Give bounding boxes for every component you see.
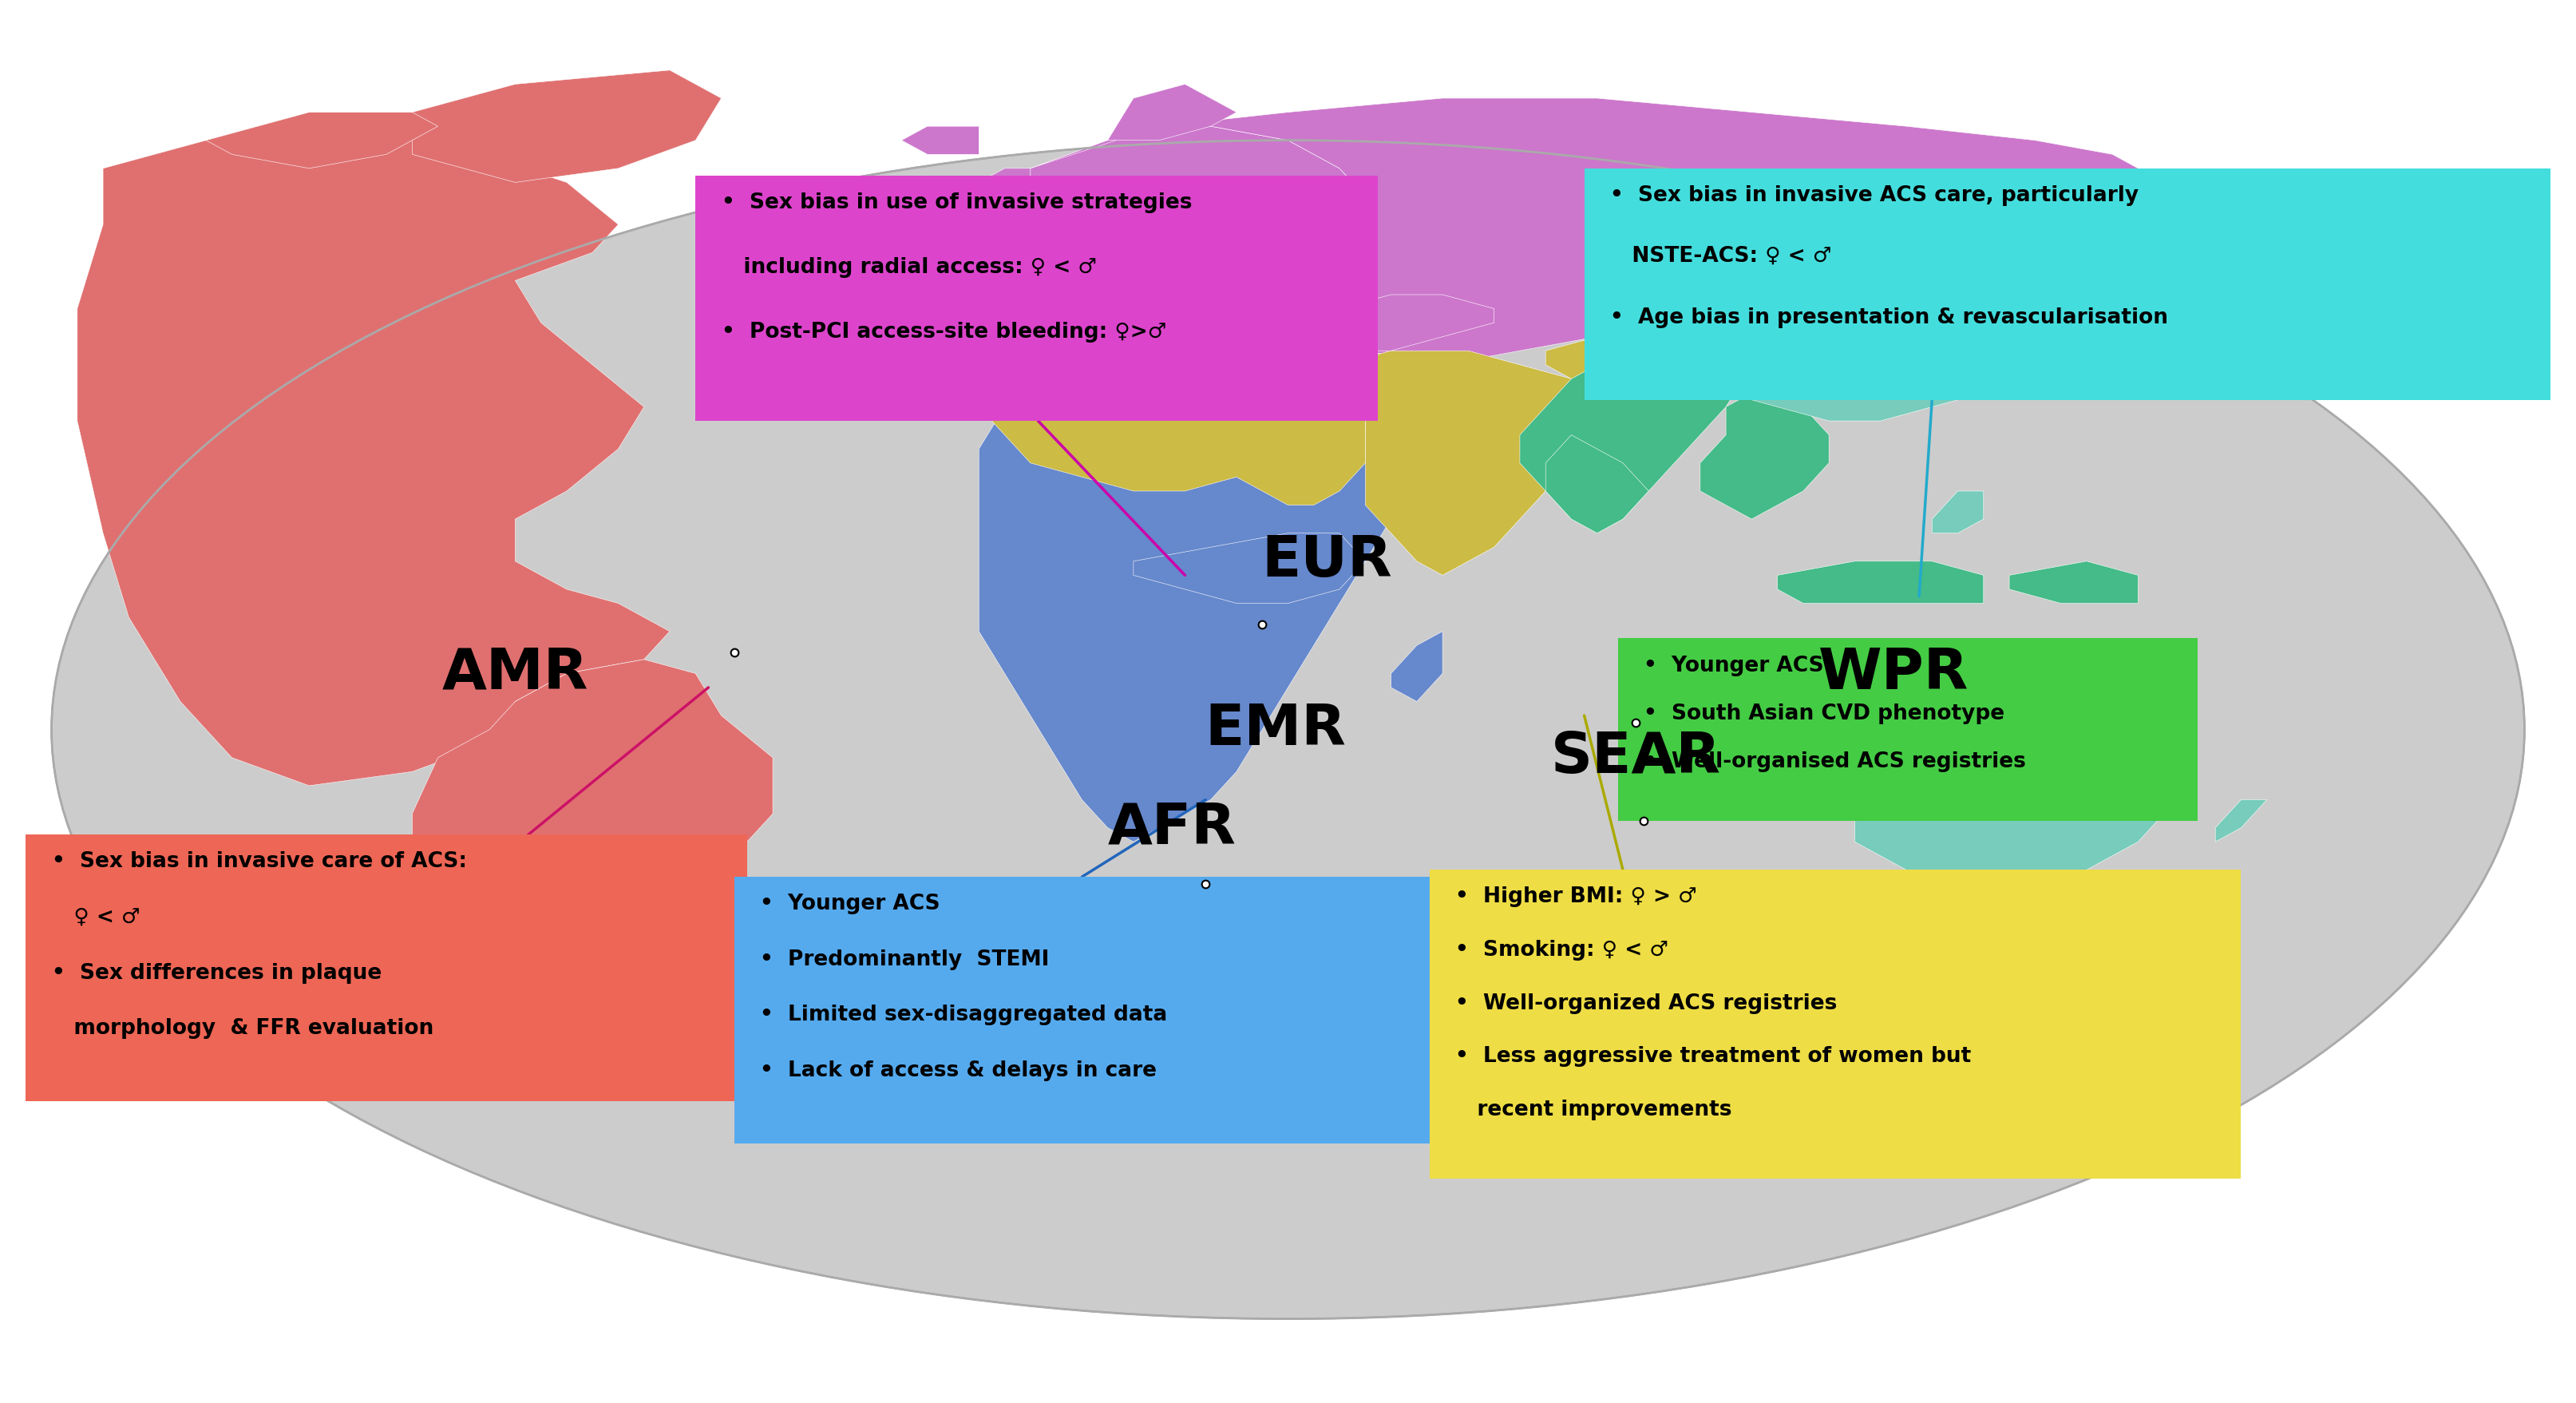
Polygon shape [1649,281,2035,421]
Polygon shape [206,112,438,168]
Text: •  Less aggressive treatment of women but: • Less aggressive treatment of women but [1455,1047,1971,1068]
Text: including radial access: ♀ < ♂: including radial access: ♀ < ♂ [721,257,1097,278]
Text: •  Predominantly  STEMI: • Predominantly STEMI [760,950,1048,969]
Polygon shape [2215,800,2267,842]
Text: ♀ < ♂: ♀ < ♂ [52,908,139,927]
Text: •  Higher BMI: ♀ > ♂: • Higher BMI: ♀ > ♂ [1455,887,1698,908]
Text: •  Younger ACS: • Younger ACS [1643,655,1824,676]
Text: •  Sex bias in invasive ACS care, particularly: • Sex bias in invasive ACS care, particu… [1610,185,2138,206]
Text: •  South Asian CVD phenotype: • South Asian CVD phenotype [1643,703,2004,724]
Polygon shape [1855,744,2164,884]
Polygon shape [412,70,721,182]
Text: •  Age bias in presentation & revascularisation: • Age bias in presentation & revasculari… [1610,307,2169,328]
Polygon shape [412,659,773,1066]
Polygon shape [1108,84,1236,140]
Text: recent improvements: recent improvements [1455,1100,1731,1121]
FancyBboxPatch shape [1618,638,2197,821]
Text: EUR: EUR [1262,533,1391,589]
FancyBboxPatch shape [26,835,747,1101]
FancyBboxPatch shape [734,877,1430,1143]
Polygon shape [902,126,979,154]
Polygon shape [1005,126,1365,379]
Text: AFR: AFR [1108,800,1236,856]
Text: •  Sex bias in invasive care of ACS:: • Sex bias in invasive care of ACS: [52,852,466,873]
Text: WPR: WPR [1819,645,1968,702]
Polygon shape [2009,561,2138,603]
Polygon shape [1340,351,1597,575]
FancyBboxPatch shape [696,175,1378,421]
Text: •  Smoking: ♀ < ♂: • Smoking: ♀ < ♂ [1455,940,1669,961]
Text: •  Well-organised ACS registries: • Well-organised ACS registries [1643,751,2025,772]
Text: •  Limited sex-disaggregated data: • Limited sex-disaggregated data [760,1005,1167,1026]
Polygon shape [2035,281,2112,337]
Polygon shape [1700,393,1829,519]
Polygon shape [1391,631,1443,702]
Ellipse shape [52,140,2524,1319]
Polygon shape [1932,491,1984,533]
Polygon shape [1314,295,1494,351]
Text: SEAR: SEAR [1551,730,1721,786]
Polygon shape [2009,351,2061,379]
Text: •  Lack of access & delays in care: • Lack of access & delays in care [760,1061,1157,1082]
Polygon shape [1546,323,1674,407]
Polygon shape [1752,239,2112,309]
Polygon shape [1133,533,1365,603]
Polygon shape [979,168,1030,196]
Polygon shape [1777,561,1984,603]
Text: AMR: AMR [443,645,587,702]
Polygon shape [1546,435,1649,533]
Polygon shape [1030,98,2164,365]
Polygon shape [77,126,670,786]
Text: EMR: EMR [1206,702,1345,758]
Text: •  Younger ACS: • Younger ACS [760,894,940,915]
Polygon shape [979,351,1391,842]
Text: morphology  & FFR evaluation: morphology & FFR evaluation [52,1019,433,1040]
Text: NSTE-ACS: ♀ < ♂: NSTE-ACS: ♀ < ♂ [1610,246,1832,267]
Text: •  Sex bias in use of invasive strategies: • Sex bias in use of invasive strategies [721,192,1193,213]
Polygon shape [1520,309,1752,533]
FancyBboxPatch shape [1584,168,2550,400]
FancyBboxPatch shape [1430,870,2241,1179]
Polygon shape [979,351,1365,505]
Text: •  Well-organized ACS registries: • Well-organized ACS registries [1455,993,1837,1014]
Text: •  Sex differences in plaque: • Sex differences in plaque [52,962,381,984]
Text: •  Post-PCI access-site bleeding: ♀>♂: • Post-PCI access-site bleeding: ♀>♂ [721,321,1167,342]
